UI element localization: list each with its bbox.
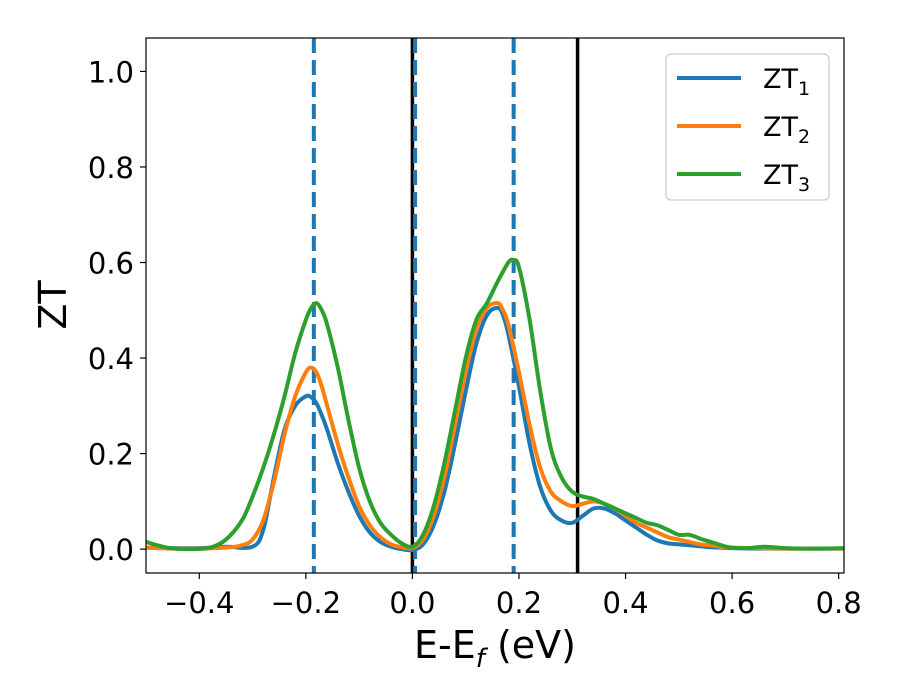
legend-label-subscript: 3 — [798, 174, 810, 196]
y-tick-label: 0.4 — [88, 342, 134, 376]
axis-ticks: −0.4 −0.2 0.0 0.2 0.4 0.6 0.8 0.0 0.2 0.4 0.6 0.8 1.… — [88, 55, 862, 620]
x-axis-label: E-Ef (eV) — [414, 623, 576, 674]
plot-frame — [145, 37, 845, 574]
x-tick-label: 0.6 — [709, 586, 755, 620]
y-tick-label: 0.0 — [88, 533, 134, 567]
x-axis-label-unit: (eV) — [485, 623, 576, 667]
legend-label-main: ZT — [763, 160, 798, 191]
x-tick-label: 0.4 — [602, 586, 648, 620]
reference-lines — [311, 38, 580, 573]
y-tick-label: 0.2 — [88, 438, 134, 472]
x-tick-label: 0.8 — [816, 586, 862, 620]
x-tick-label: 0.2 — [496, 586, 542, 620]
x-axis-label-main: E-E — [414, 623, 476, 667]
legend-label-subscript: 1 — [798, 78, 810, 100]
y-tick-label: 0.6 — [88, 247, 134, 281]
series-line-zt3 — [146, 257, 844, 552]
x-tick-label: −0.2 — [271, 586, 341, 620]
legend-label-main: ZT — [763, 112, 798, 143]
x-tick-label: 0.0 — [389, 586, 435, 620]
legend-label-main: ZT — [763, 64, 798, 95]
legend-label-zt2: ZT2 — [763, 112, 810, 148]
x-tick-label: −0.4 — [164, 586, 234, 620]
y-tick-label: 1.0 — [88, 55, 134, 89]
legend-label-zt3: ZT3 — [763, 160, 810, 196]
series-line-zt1 — [146, 305, 844, 553]
y-tick-label: 0.8 — [88, 151, 134, 185]
series-line-zt2 — [146, 301, 844, 551]
legend-label-subscript: 2 — [798, 126, 810, 148]
y-axis-label: ZT — [31, 280, 75, 330]
legend-frame — [665, 53, 830, 201]
series-lines — [146, 257, 844, 553]
legend-label-zt1: ZT1 — [763, 64, 810, 100]
